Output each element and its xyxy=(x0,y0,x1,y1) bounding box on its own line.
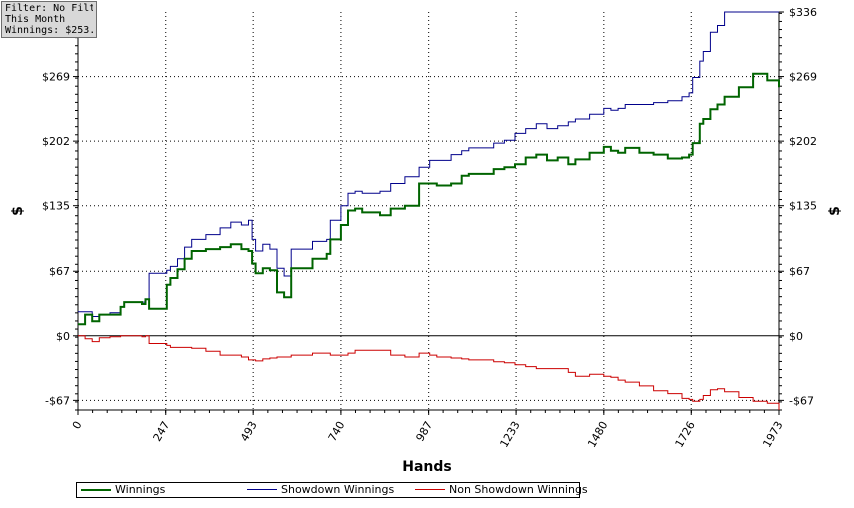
y-tick-label-left: $135 xyxy=(42,200,70,213)
x-tick-label: 740 xyxy=(326,419,348,444)
y-axis-title-left: $ xyxy=(10,206,26,216)
legend-label: Showdown Winnings xyxy=(281,483,395,496)
y-tick-label-right: $135 xyxy=(789,200,817,213)
legend-swatch-winnings xyxy=(81,489,111,491)
y-tick-label-left: $0 xyxy=(56,330,70,343)
plot-frame xyxy=(77,12,780,411)
y-tick-label-right: $0 xyxy=(789,330,803,343)
x-tick-label: 1480 xyxy=(585,419,610,450)
series-line-winnings xyxy=(78,72,780,326)
filter-info-box: Filter: No Filter This Month Winnings: $… xyxy=(1,1,97,38)
x-tick-label: 0 xyxy=(70,419,85,432)
series-line-non-showdown-winnings xyxy=(78,335,780,410)
x-tick-label: 493 xyxy=(238,419,260,444)
legend-item-non-showdown: Non Showdown Winnings xyxy=(413,483,588,497)
y-tick-label-right: $269 xyxy=(789,71,817,84)
y-tick-label-right: -$67 xyxy=(789,394,814,407)
axis-tick-labels: 0 247 493 740 987 1233 1480 1726 1973 -$67 -$67 $0 $… xyxy=(42,6,817,450)
x-tick-label: 987 xyxy=(414,419,436,444)
x-tick-label: 1726 xyxy=(673,419,698,450)
y-tick-label-right: $336 xyxy=(789,6,817,19)
period-label: This Month xyxy=(5,14,66,25)
y-tick-label-left: $67 xyxy=(49,265,70,278)
x-tick-label: 1233 xyxy=(497,419,522,450)
legend-item-showdown: Showdown Winnings xyxy=(245,483,413,497)
y-tick-label-right: $202 xyxy=(789,135,817,148)
y-tick-label-left: $202 xyxy=(42,135,70,148)
x-tick-label: 247 xyxy=(151,419,173,444)
y-tick-label-right: $67 xyxy=(789,265,810,278)
x-axis-title: Hands xyxy=(402,459,452,475)
y-tick-label-left: -$67 xyxy=(45,394,70,407)
series-line-showdown-winnings xyxy=(78,11,779,317)
chart-legend: Winnings Showdown Winnings Non Showdown … xyxy=(76,482,588,498)
y-tick-label-left: $269 xyxy=(42,71,70,84)
legend-label: Winnings xyxy=(115,483,166,496)
filter-label: Filter: No Filter xyxy=(5,3,93,14)
winnings-summary: Winnings: $253.44 xyxy=(5,25,93,36)
grid-lines xyxy=(78,12,779,410)
legend-swatch-showdown xyxy=(247,489,277,490)
legend-label: Non Showdown Winnings xyxy=(449,483,588,496)
y-axis-title-right: $ xyxy=(827,206,843,216)
series-lines xyxy=(78,11,780,410)
legend-swatch-non-showdown xyxy=(415,489,445,490)
x-tick-label: 1973 xyxy=(760,419,785,450)
legend-item-winnings: Winnings xyxy=(77,483,245,497)
